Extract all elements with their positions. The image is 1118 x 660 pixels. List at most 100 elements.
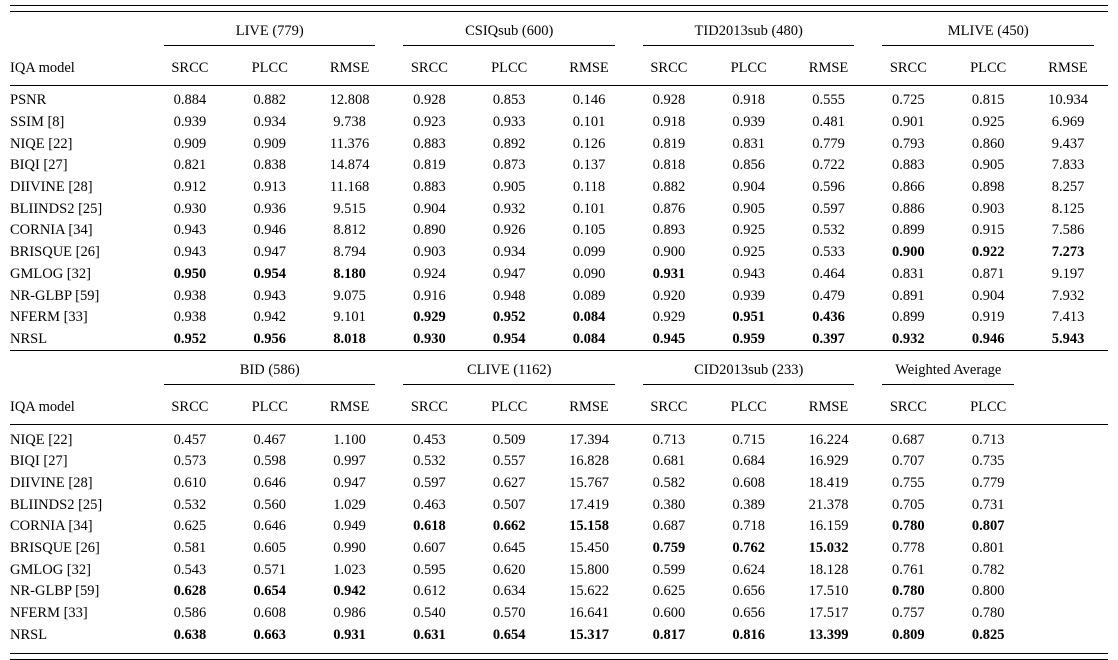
metric-value: 0.779 bbox=[812, 135, 845, 152]
top-double-rule bbox=[10, 5, 1108, 12]
metric-value: 0.618 bbox=[413, 518, 446, 535]
metric-value: 0.656 bbox=[732, 583, 766, 600]
metric-value: 9.437 bbox=[1051, 135, 1085, 152]
metric-value: 0.931 bbox=[652, 265, 686, 282]
dataset-header-spacer bbox=[1028, 351, 1108, 392]
dataset-underline bbox=[164, 44, 376, 46]
metric-value: 0.873 bbox=[492, 157, 526, 174]
metric-value: 0.761 bbox=[892, 561, 925, 578]
metric-column-header: RMSE bbox=[788, 391, 869, 426]
metric-column-header: SRCC bbox=[868, 52, 949, 86]
metric-header-row: IQA model SRCC PLCC RMSE SRCC PLCC RMSE SRCC PLC… bbox=[10, 52, 1108, 86]
model-name: BRISQUE [26] bbox=[10, 244, 100, 261]
metric-value: 7.833 bbox=[1051, 157, 1085, 174]
metric-value: 0.990 bbox=[333, 540, 366, 557]
metric-value: 0.713 bbox=[971, 431, 1005, 448]
metric-value: 0.936 bbox=[253, 200, 287, 217]
metric-value: 0.925 bbox=[732, 222, 766, 239]
metric-value: 0.628 bbox=[173, 583, 207, 600]
results-table-2: BID (586) CLIVE (1162) CID2013sub (233) Wei… bbox=[10, 350, 1108, 646]
metric-value: 0.779 bbox=[971, 474, 1005, 491]
metric-value: 13.399 bbox=[808, 626, 849, 643]
table-row: BIQI [27] 0.821 0.838 14.874 0.819 0.873 0.137… bbox=[10, 155, 1108, 177]
metric-value: 0.821 bbox=[173, 157, 207, 174]
metric-value: 0.951 bbox=[732, 309, 766, 326]
table-row: NRSL 0.638 0.663 0.931 0.631 0.654 15.317 0.817… bbox=[10, 624, 1108, 646]
metric-value: 0.926 bbox=[492, 222, 526, 239]
metric-value: 0.595 bbox=[413, 561, 446, 578]
metric-value: 0.597 bbox=[812, 200, 845, 217]
metric-column-header: PLCC bbox=[708, 52, 789, 86]
dataset-header-wrap: CID2013sub (233) bbox=[629, 358, 868, 385]
metric-value: 0.654 bbox=[253, 583, 287, 600]
metric-value: 0.586 bbox=[173, 605, 207, 622]
model-name: NIQE [22] bbox=[10, 135, 73, 152]
table-row: NR-GLBP [59] 0.628 0.654 0.942 0.612 0.634 15.… bbox=[10, 581, 1108, 603]
metric-value: 0.507 bbox=[492, 496, 526, 513]
table-row: PSNR 0.884 0.882 12.808 0.928 0.853 0.146 0.928… bbox=[10, 86, 1108, 112]
table-head: LIVE (779) CSIQsub (600) TID2013sub (480) M… bbox=[10, 12, 1108, 86]
metric-value: 0.934 bbox=[253, 114, 287, 131]
metric-value: 0.718 bbox=[732, 518, 766, 535]
metric-value: 0.663 bbox=[253, 626, 287, 643]
metric-value: 0.924 bbox=[413, 265, 446, 282]
metric-value: 0.780 bbox=[892, 583, 925, 600]
dataset-header: Weighted Average bbox=[868, 351, 1028, 392]
metric-value: 0.938 bbox=[173, 309, 207, 326]
metric-value: 0.930 bbox=[173, 200, 207, 217]
metric-value: 0.905 bbox=[492, 179, 526, 196]
model-name: NRSL bbox=[10, 330, 48, 347]
metric-value: 0.605 bbox=[253, 540, 287, 557]
table-row: BRISQUE [26] 0.943 0.947 8.794 0.903 0.934 0.0… bbox=[10, 242, 1108, 264]
metric-column-header: SRCC bbox=[868, 391, 949, 426]
table-row: BIQI [27] 0.573 0.598 0.997 0.532 0.557 16.828… bbox=[10, 451, 1108, 473]
metric-value: 0.825 bbox=[971, 626, 1005, 643]
metric-value: 0.932 bbox=[492, 200, 526, 217]
metric-value: 0.838 bbox=[253, 157, 287, 174]
metric-value: 0.815 bbox=[971, 92, 1005, 109]
empty-cell bbox=[1028, 494, 1108, 516]
metric-value: 0.596 bbox=[812, 179, 845, 196]
table-row: NFERM [33] 0.938 0.942 9.101 0.929 0.952 0.084… bbox=[10, 307, 1108, 329]
metric-value: 0.876 bbox=[652, 200, 686, 217]
dataset-underline bbox=[882, 44, 1094, 46]
dataset-name: TID2013sub (480) bbox=[694, 22, 803, 39]
dataset-header-wrap: CLIVE (1162) bbox=[389, 358, 628, 385]
metric-value: 0.600 bbox=[652, 605, 686, 622]
metric-value: 0.560 bbox=[253, 496, 287, 513]
metric-value: 0.816 bbox=[732, 626, 766, 643]
metric-value: 0.624 bbox=[732, 561, 766, 578]
metric-value: 15.032 bbox=[808, 540, 849, 557]
metric-value: 6.969 bbox=[1051, 114, 1085, 131]
metric-value: 0.901 bbox=[892, 114, 925, 131]
metric-value: 0.557 bbox=[492, 453, 526, 470]
metric-value: 0.780 bbox=[892, 518, 925, 535]
metric-value: 0.540 bbox=[413, 605, 446, 622]
metric-value: 9.738 bbox=[333, 114, 366, 131]
metric-value: 0.464 bbox=[812, 265, 845, 282]
metric-value: 0.939 bbox=[732, 287, 766, 304]
dataset-header-wrap: LIVE (779) bbox=[150, 19, 389, 46]
metric-value: 0.929 bbox=[413, 309, 446, 326]
metric-value: 0.631 bbox=[413, 626, 446, 643]
metric-value: 0.687 bbox=[652, 518, 686, 535]
metric-value: 0.933 bbox=[492, 114, 526, 131]
metric-value: 0.882 bbox=[253, 92, 287, 109]
metric-value: 8.125 bbox=[1051, 200, 1085, 217]
metric-value: 21.378 bbox=[808, 496, 849, 513]
metric-value: 15.800 bbox=[569, 561, 609, 578]
dataset-header-row: LIVE (779) CSIQsub (600) TID2013sub (480) M… bbox=[10, 12, 1108, 52]
metric-value: 0.893 bbox=[652, 222, 686, 239]
metric-value: 0.891 bbox=[892, 287, 925, 304]
metric-value: 0.952 bbox=[492, 309, 526, 326]
metric-value: 0.886 bbox=[892, 200, 925, 217]
model-name: NFERM [33] bbox=[10, 605, 88, 622]
table-body: NIQE [22] 0.457 0.467 1.100 0.453 0.509 17.394… bbox=[10, 425, 1108, 646]
metric-value: 0.101 bbox=[572, 200, 606, 217]
metric-value: 0.543 bbox=[173, 561, 207, 578]
metric-value: 0.817 bbox=[652, 626, 686, 643]
metric-value: 0.918 bbox=[732, 92, 766, 109]
metric-value: 0.762 bbox=[732, 540, 766, 557]
metric-value: 0.899 bbox=[892, 309, 925, 326]
metric-value: 15.158 bbox=[569, 518, 609, 535]
